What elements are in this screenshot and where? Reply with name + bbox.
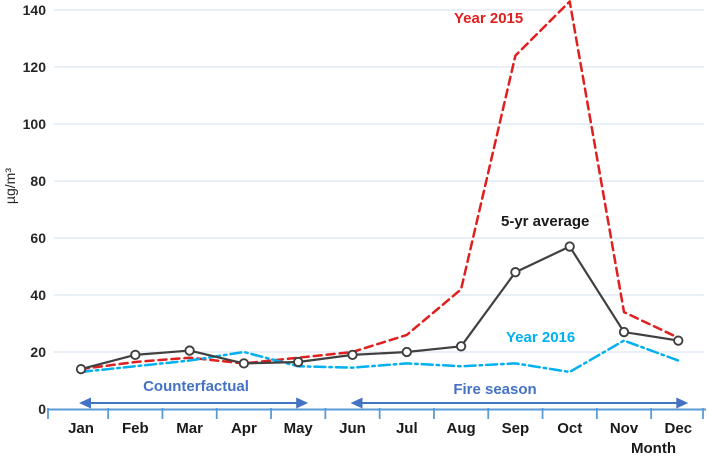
data-point-marker bbox=[673, 335, 684, 346]
x-tick-label-oct: Oct bbox=[557, 420, 582, 437]
data-point-marker bbox=[510, 267, 521, 278]
series-line-year-2015 bbox=[79, 0, 680, 371]
span-arrow-left-head-0 bbox=[79, 397, 91, 409]
data-point-marker bbox=[184, 345, 195, 356]
data-point-marker bbox=[401, 346, 412, 358]
series-line-year-2016 bbox=[79, 339, 680, 374]
data-point-marker bbox=[455, 341, 467, 352]
y-tick-label-20: 20 bbox=[30, 344, 46, 360]
y-axis-title: µg/m³ bbox=[2, 168, 18, 205]
data-point-marker bbox=[293, 356, 304, 368]
y-tick-label-100: 100 bbox=[23, 116, 47, 132]
x-tick-label-jul: Jul bbox=[396, 420, 418, 437]
y-tick-label-60: 60 bbox=[30, 230, 46, 246]
x-tick-label-nov: Nov bbox=[610, 420, 639, 437]
x-tick-label-sep: Sep bbox=[502, 420, 530, 437]
y-tick-label-40: 40 bbox=[30, 287, 46, 303]
y-tick-label-140: 140 bbox=[23, 2, 47, 18]
x-tick-label-mar: Mar bbox=[176, 420, 203, 437]
span-arrow-left-head-1 bbox=[350, 397, 363, 409]
y-tick-label-120: 120 bbox=[23, 59, 47, 75]
x-tick-label-dec: Dec bbox=[665, 420, 693, 437]
x-tick-label-may: May bbox=[284, 420, 314, 437]
data-point-marker bbox=[347, 349, 358, 360]
span-arrow-right-head-1 bbox=[676, 397, 689, 409]
data-point-marker bbox=[238, 358, 250, 369]
data-point-marker bbox=[130, 349, 141, 360]
x-tick-label-apr: Apr bbox=[231, 420, 257, 437]
data-point-marker bbox=[618, 326, 630, 338]
x-tick-label-jan: Jan bbox=[68, 420, 94, 437]
x-tick-label-feb: Feb bbox=[122, 420, 149, 437]
span-arrow-right-head-0 bbox=[296, 397, 309, 409]
x-tick-label-aug: Aug bbox=[447, 420, 476, 437]
data-point-marker bbox=[564, 241, 575, 252]
series-line-5-yr-average bbox=[79, 245, 680, 371]
x-tick-label-jun: Jun bbox=[339, 420, 366, 437]
data-point-marker bbox=[75, 363, 87, 375]
y-tick-label-80: 80 bbox=[30, 173, 46, 189]
y-tick-label-0: 0 bbox=[38, 401, 46, 417]
